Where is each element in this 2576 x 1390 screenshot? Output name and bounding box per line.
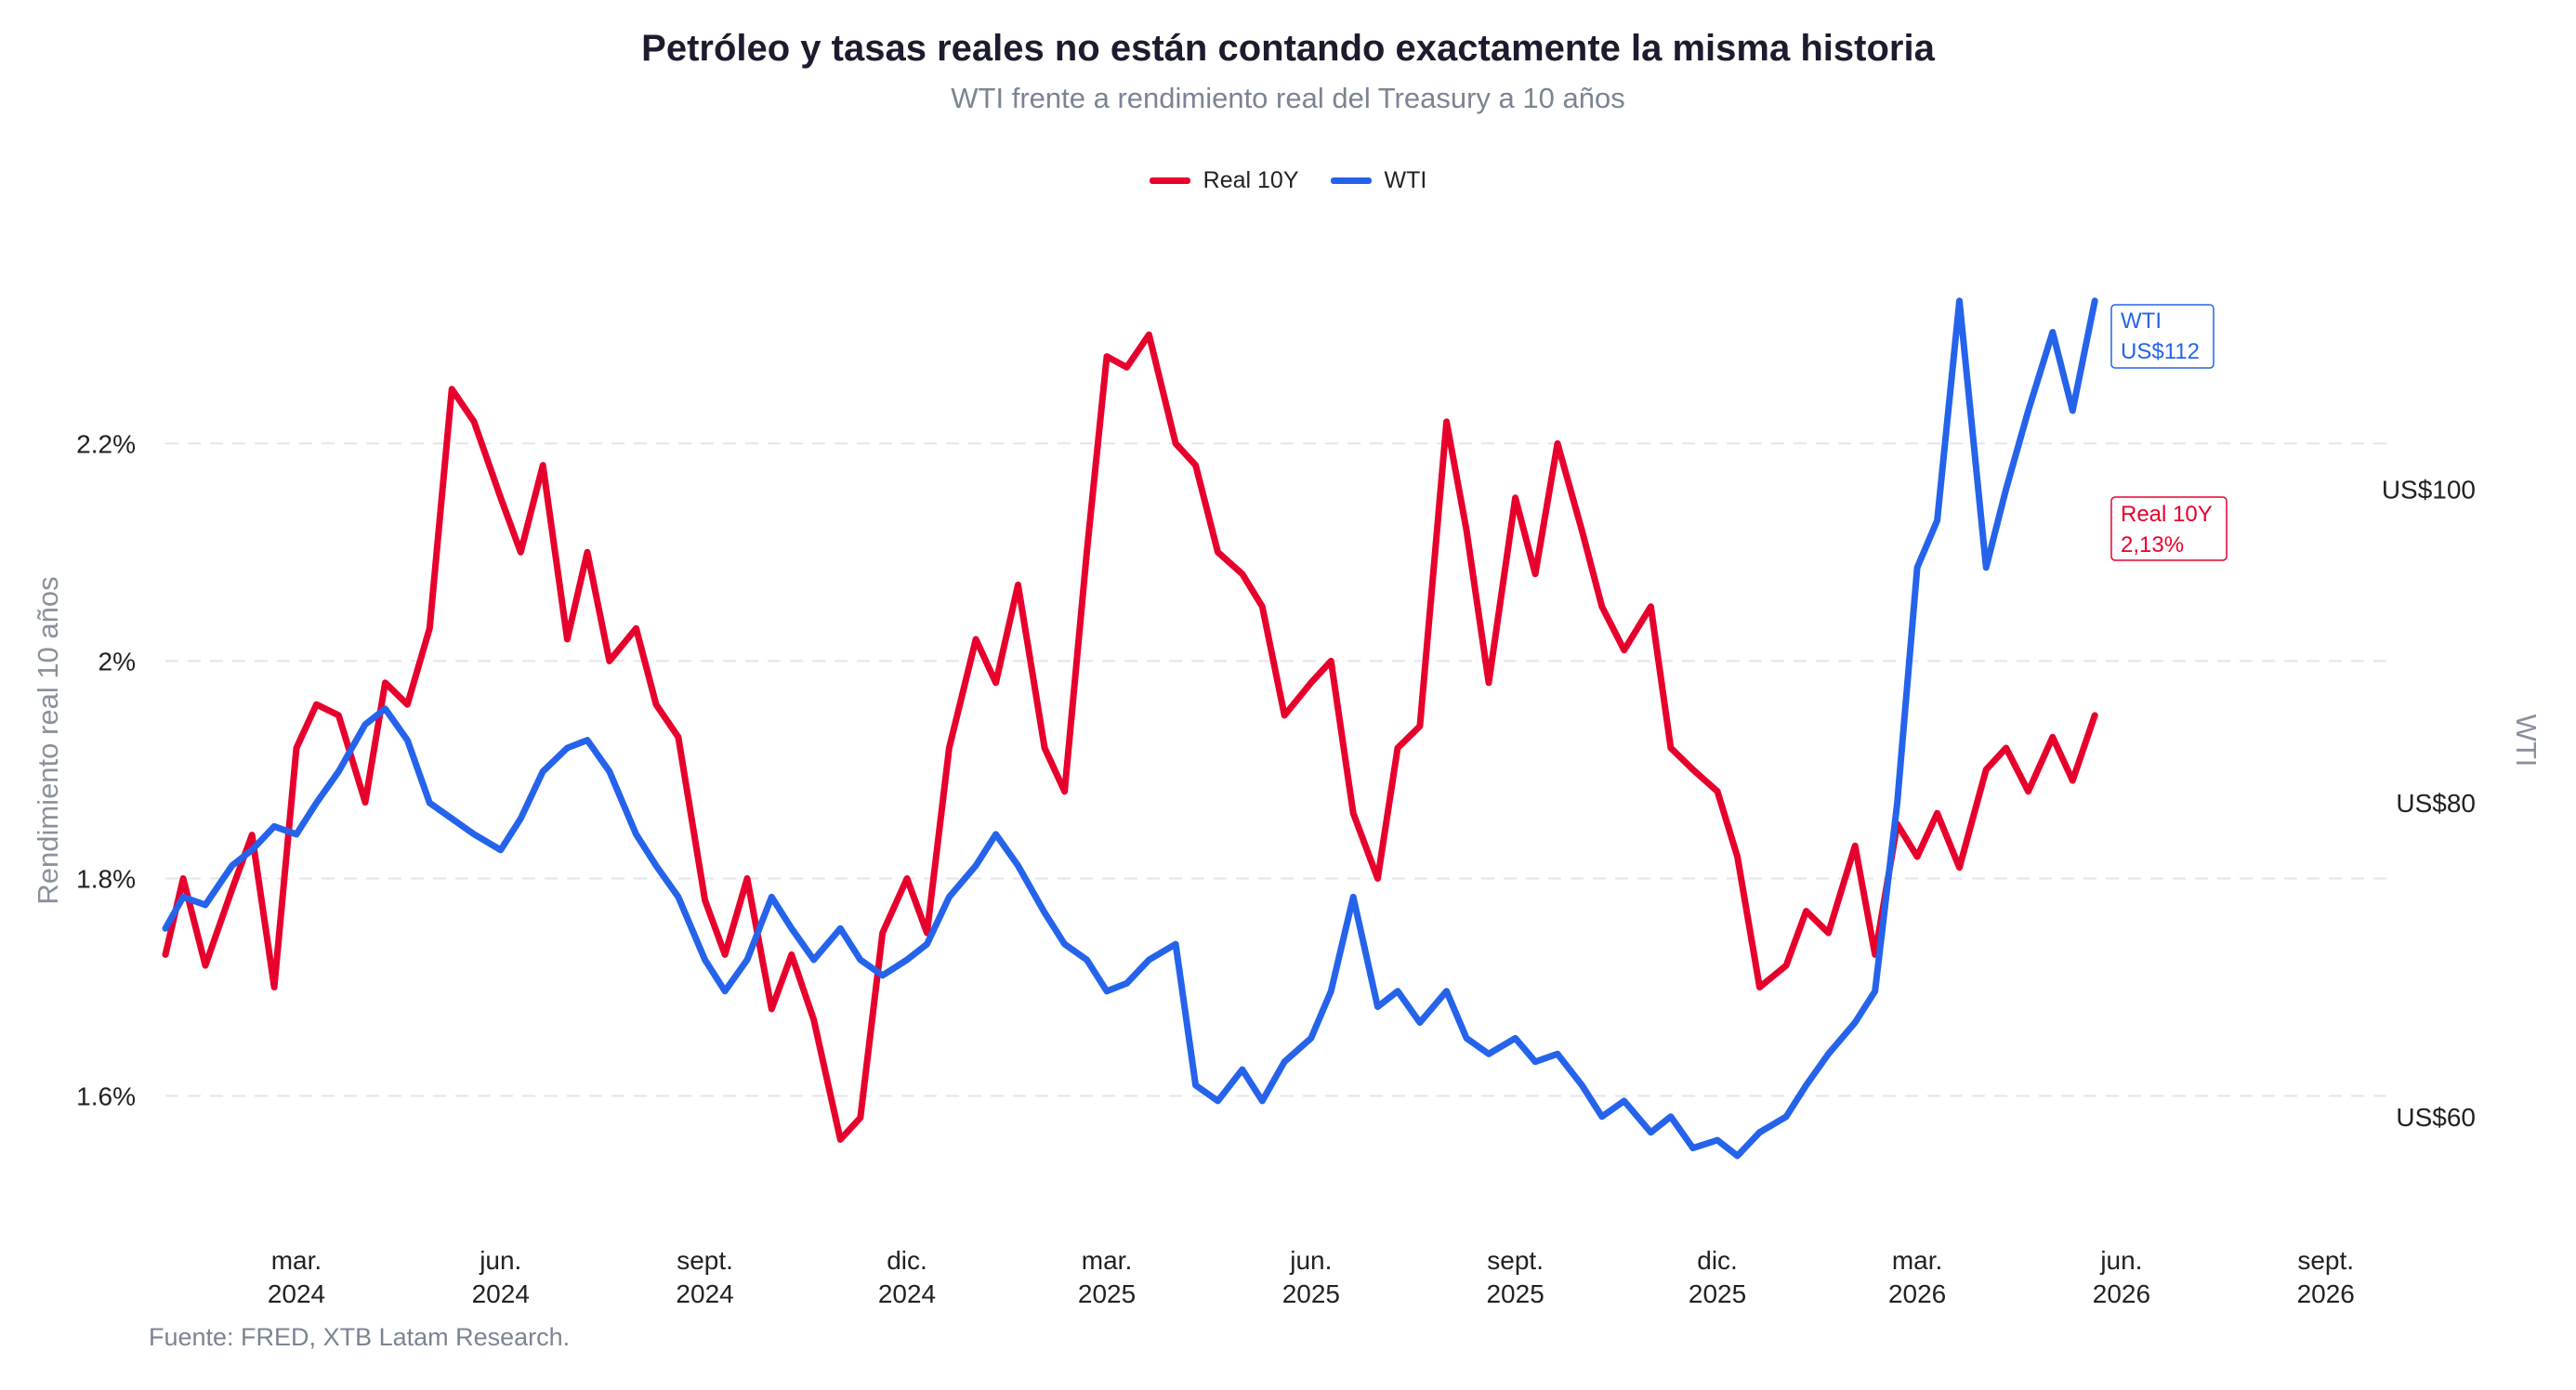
x-tick-label-year: 2024	[878, 1279, 936, 1308]
x-tick-label-month: mar.	[1082, 1246, 1132, 1275]
end-label-wti-name: WTI	[2121, 308, 2162, 334]
x-tick-label-year: 2025	[1282, 1279, 1340, 1308]
y-axis-left-label: Rendimiento real 10 años	[32, 576, 64, 904]
x-tick-label-month: dic.	[887, 1246, 927, 1275]
x-tick-label-year: 2026	[2093, 1279, 2150, 1308]
legend-label-real: Real 10Y	[1203, 167, 1299, 193]
x-tick-label-year: 2026	[1888, 1279, 1946, 1308]
chart-title: Petróleo y tasas reales no están contand…	[641, 28, 1935, 69]
x-tick-label-year: 2024	[676, 1279, 733, 1308]
x-tick-label-year: 2026	[2297, 1279, 2355, 1308]
end-label-wti-value: US$112	[2121, 339, 2200, 364]
series-lines	[162, 297, 2098, 1160]
y-tick-label: 2.2%	[76, 429, 136, 458]
x-tick-label-year: 2024	[268, 1279, 325, 1308]
x-tick-label-year: 2025	[1078, 1279, 1136, 1308]
legend-swatch-wti	[1330, 177, 1372, 184]
y2-tick-label: US$80	[2396, 789, 2476, 818]
y-tick-label: 1.8%	[76, 864, 136, 893]
series-line-wti	[162, 297, 2098, 1160]
x-tick-label-month: jun.	[2099, 1246, 2142, 1275]
series-line-real-10y	[162, 331, 2098, 1143]
gridlines	[165, 442, 2390, 1097]
legend-swatch-real	[1149, 177, 1190, 184]
end-label-real: Real 10Y 2,13%	[2110, 496, 2228, 561]
x-tick-label-month: jun.	[479, 1246, 521, 1275]
legend-label-wti: WTI	[1384, 167, 1427, 193]
source-caption: Fuente: FRED, XTB Latam Research.	[149, 1323, 571, 1351]
legend: Real 10Y WTI	[0, 167, 2576, 194]
x-tick-label-month: jun.	[1289, 1246, 1332, 1275]
end-label-real-value: 2,13%	[2121, 532, 2184, 557]
y-axis-right-ticks: US$60 US$80 US$100	[2382, 475, 2476, 1131]
x-tick-label-month: dic.	[1697, 1246, 1738, 1275]
y-axis-right-label: WTI	[2510, 715, 2543, 767]
y2-tick-label: US$60	[2396, 1103, 2476, 1132]
x-tick-label-year: 2024	[472, 1279, 530, 1308]
y-tick-label: 1.6%	[76, 1082, 136, 1111]
x-tick-label-year: 2025	[1689, 1279, 1746, 1308]
x-tick-label-year: 2025	[1486, 1279, 1544, 1308]
end-label-wti-box	[2110, 304, 2215, 369]
y2-tick-label: US$100	[2382, 475, 2476, 504]
x-tick-label-month: mar.	[271, 1246, 322, 1275]
y-axis-left-ticks: 1.6% 1.8% 2% 2.2%	[76, 429, 136, 1110]
legend-item-real: Real 10Y	[1149, 167, 1299, 194]
chart-subtitle: WTI frente a rendimiento real del Treasu…	[951, 82, 1625, 114]
x-tick-label-month: mar.	[1892, 1246, 1942, 1275]
x-tick-label-month: sept.	[2297, 1246, 2354, 1275]
end-label-real-name: Real 10Y	[2121, 502, 2213, 527]
x-axis-ticks: mar. 2024 jun. 2024 sept. 2024 dic. 2024 mar. 202…	[268, 1246, 2355, 1308]
y-tick-label: 2%	[99, 647, 136, 675]
legend-item-wti: WTI	[1330, 167, 1427, 194]
x-tick-label-month: sept.	[1487, 1246, 1544, 1275]
x-tick-label-month: sept.	[677, 1246, 733, 1275]
end-label-wti: WTI US$112	[2110, 304, 2215, 369]
end-label-real-box	[2110, 496, 2228, 561]
